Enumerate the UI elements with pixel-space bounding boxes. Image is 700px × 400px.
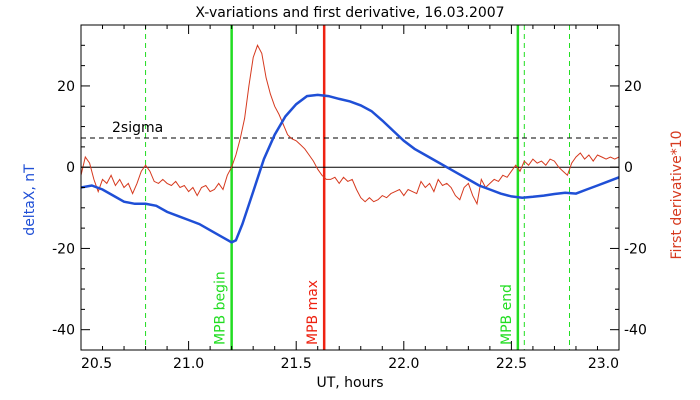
x-axis-label: UT, hours <box>316 375 383 391</box>
right-axis-label: First derivative*10 <box>669 130 685 259</box>
left-y-tick-label: -20 <box>52 241 75 257</box>
right-y-tick-label: 20 <box>624 79 642 95</box>
left-y-tick-label: -40 <box>52 323 75 339</box>
plot-frame <box>80 24 620 351</box>
left-y-tick-label: 0 <box>66 160 75 176</box>
x-axis-ticks: 20.5 21.0 21.5 22.0 22.5 23.0 <box>80 25 620 372</box>
x-tick-label: 21.5 <box>281 356 312 372</box>
left-y-tick-label: 20 <box>57 79 75 95</box>
marker-label-mpb_begin: MPB begin <box>213 271 229 345</box>
marker-label-mpb_end: MPB end <box>499 284 515 345</box>
x-tick-label: 20.5 <box>81 356 112 372</box>
right-y-tick-label: -40 <box>624 323 647 339</box>
chart-title: X-variations and first derivative, 16.03… <box>195 5 504 21</box>
marker-label-mpb_max: MPB max <box>305 280 321 345</box>
right-y-tick-label: -20 <box>624 241 647 257</box>
vertical-markers <box>145 25 571 350</box>
deltax-series-line <box>80 93 620 244</box>
derivative-series-line <box>80 44 620 206</box>
marker-labels: MPB begin MPB max MPB end <box>213 271 515 345</box>
x-tick-label: 21.0 <box>173 356 204 372</box>
x-tick-label: 23.0 <box>588 356 619 372</box>
left-axis-label: deltaX, nT <box>22 164 38 236</box>
x-tick-label: 22.5 <box>496 356 527 372</box>
left-axis-ticks: -40 -20 0 20 <box>52 44 90 339</box>
threshold-label: 2sigma <box>112 120 163 136</box>
right-axis-ticks: -40 -20 0 20 <box>610 44 647 339</box>
x-tick-label: 22.0 <box>388 356 419 372</box>
right-y-tick-label: 0 <box>624 160 633 176</box>
